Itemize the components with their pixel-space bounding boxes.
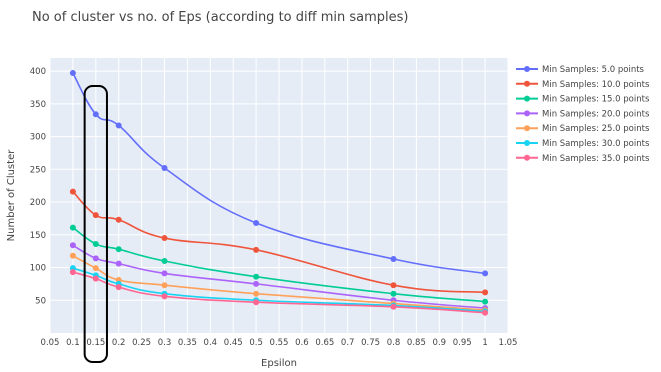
data-point[interactable]: [92, 275, 99, 282]
data-point[interactable]: [161, 293, 168, 300]
x-tick-label: 1: [482, 338, 487, 348]
x-tick-label: 0.1: [66, 338, 80, 348]
x-tick-label: 0.8: [387, 338, 401, 348]
legend-label: Min Samples: 35.0 points: [542, 154, 650, 164]
x-tick-label: 0.65: [315, 338, 334, 348]
data-point[interactable]: [115, 284, 122, 291]
legend-marker: [524, 66, 530, 72]
data-point[interactable]: [92, 212, 99, 219]
data-point[interactable]: [161, 257, 168, 264]
legend-item[interactable]: Min Samples: 35.0 points: [516, 154, 650, 164]
data-point[interactable]: [482, 270, 489, 277]
y-tick-label: 200: [30, 198, 46, 208]
legend-marker: [524, 80, 530, 87]
data-point[interactable]: [92, 240, 99, 247]
y-tick-label: 350: [30, 100, 46, 110]
data-point[interactable]: [253, 220, 260, 226]
legend-label: Min Samples: 25.0 points: [542, 124, 650, 134]
data-point[interactable]: [253, 246, 260, 253]
x-tick-label: 0.85: [407, 338, 426, 348]
x-tick-label: 0.4: [204, 338, 218, 348]
data-point[interactable]: [69, 70, 76, 77]
data-point[interactable]: [253, 280, 260, 287]
legend-item[interactable]: Min Samples: 15.0 points: [516, 95, 650, 105]
legend-marker: [524, 154, 530, 161]
legend-item[interactable]: Min Samples: 25.0 points: [516, 124, 650, 134]
y-tick-label: 300: [30, 133, 46, 143]
data-point[interactable]: [253, 273, 260, 280]
x-tick-label: 0.35: [178, 338, 197, 348]
data-point[interactable]: [115, 246, 122, 253]
data-point[interactable]: [482, 298, 489, 305]
y-axis-title: Number of Cluster: [6, 149, 17, 242]
x-tick-label: 0.75: [361, 338, 380, 348]
data-point[interactable]: [161, 270, 168, 277]
x-tick-label: 0.55: [270, 338, 289, 348]
x-tick-label: 0.25: [132, 338, 151, 348]
data-point[interactable]: [92, 255, 99, 262]
data-point[interactable]: [69, 242, 76, 249]
legend-item[interactable]: Min Samples: 20.0 points: [516, 109, 650, 119]
data-point[interactable]: [253, 290, 260, 297]
series-lines: [69, 70, 489, 316]
y-tick-label: 400: [30, 67, 46, 77]
data-point[interactable]: [390, 290, 397, 297]
chart-title: No of cluster vs no. of Eps (according t…: [32, 10, 409, 25]
gridlines: [49, 58, 509, 333]
legend-marker: [524, 95, 530, 102]
hand-drawn-box: [83, 85, 108, 363]
data-point[interactable]: [482, 309, 489, 316]
x-tick-label: 0.15: [86, 338, 105, 348]
x-tick-label: 1.05: [499, 338, 518, 348]
data-point[interactable]: [69, 252, 76, 259]
data-point[interactable]: [92, 111, 99, 118]
data-point[interactable]: [390, 303, 397, 310]
legend-marker: [524, 140, 530, 146]
legend-label: Min Samples: 15.0 points: [542, 95, 650, 105]
legend-label: Min Samples: 30.0 points: [542, 139, 650, 149]
data-point[interactable]: [69, 188, 76, 195]
x-tick-label: 0.45: [224, 338, 243, 348]
legend-label: Min Samples: 10.0 points: [542, 80, 650, 90]
data-point[interactable]: [482, 289, 489, 296]
data-point[interactable]: [115, 260, 122, 267]
x-tick-label: 0.05: [41, 338, 60, 348]
x-tick-label: 0.3: [158, 338, 172, 348]
y-tick-label: 150: [30, 231, 46, 241]
legend-label: Min Samples: 5.0 points: [542, 65, 645, 75]
data-point[interactable]: [161, 235, 168, 242]
x-tick-label: 0.9: [433, 338, 447, 348]
data-point[interactable]: [115, 216, 122, 223]
y-tick-label: 250: [30, 165, 46, 175]
legend-marker: [524, 125, 530, 132]
x-axis-ticks: 0.05 0.1 0.15 0.2 0.25 0.3 0.35 0.4 0.45 0.5 0.55 0…: [41, 338, 518, 348]
legend[interactable]: Min Samples: 5.0 points Min Samples: 10.0…: [516, 65, 650, 164]
data-point[interactable]: [390, 256, 397, 263]
legend-item[interactable]: Min Samples: 5.0 points: [516, 65, 645, 75]
x-axis-title: Epsilon: [261, 358, 297, 369]
legend-item[interactable]: Min Samples: 30.0 points: [516, 139, 650, 149]
data-point[interactable]: [69, 269, 76, 276]
data-point[interactable]: [92, 265, 99, 272]
legend-item[interactable]: Min Samples: 10.0 points: [516, 80, 650, 90]
data-point[interactable]: [161, 165, 168, 171]
data-point[interactable]: [161, 282, 168, 289]
data-point[interactable]: [69, 224, 76, 231]
x-tick-label: 0.6: [295, 338, 309, 348]
y-tick-label: 100: [30, 264, 46, 274]
annotations: [83, 85, 108, 363]
data-point[interactable]: [115, 122, 122, 129]
data-point[interactable]: [253, 299, 260, 306]
y-tick-label: 50: [35, 296, 46, 306]
x-tick-label: 0.95: [453, 338, 472, 348]
data-point[interactable]: [390, 282, 397, 289]
x-tick-label: 0.5: [249, 338, 263, 348]
x-tick-label: 0.7: [341, 338, 355, 348]
y-axis-ticks: 50 100 150 200 250 300 350 400: [30, 67, 46, 306]
x-tick-label: 0.2: [112, 338, 126, 348]
legend-marker: [524, 110, 530, 117]
legend-label: Min Samples: 20.0 points: [542, 109, 650, 119]
